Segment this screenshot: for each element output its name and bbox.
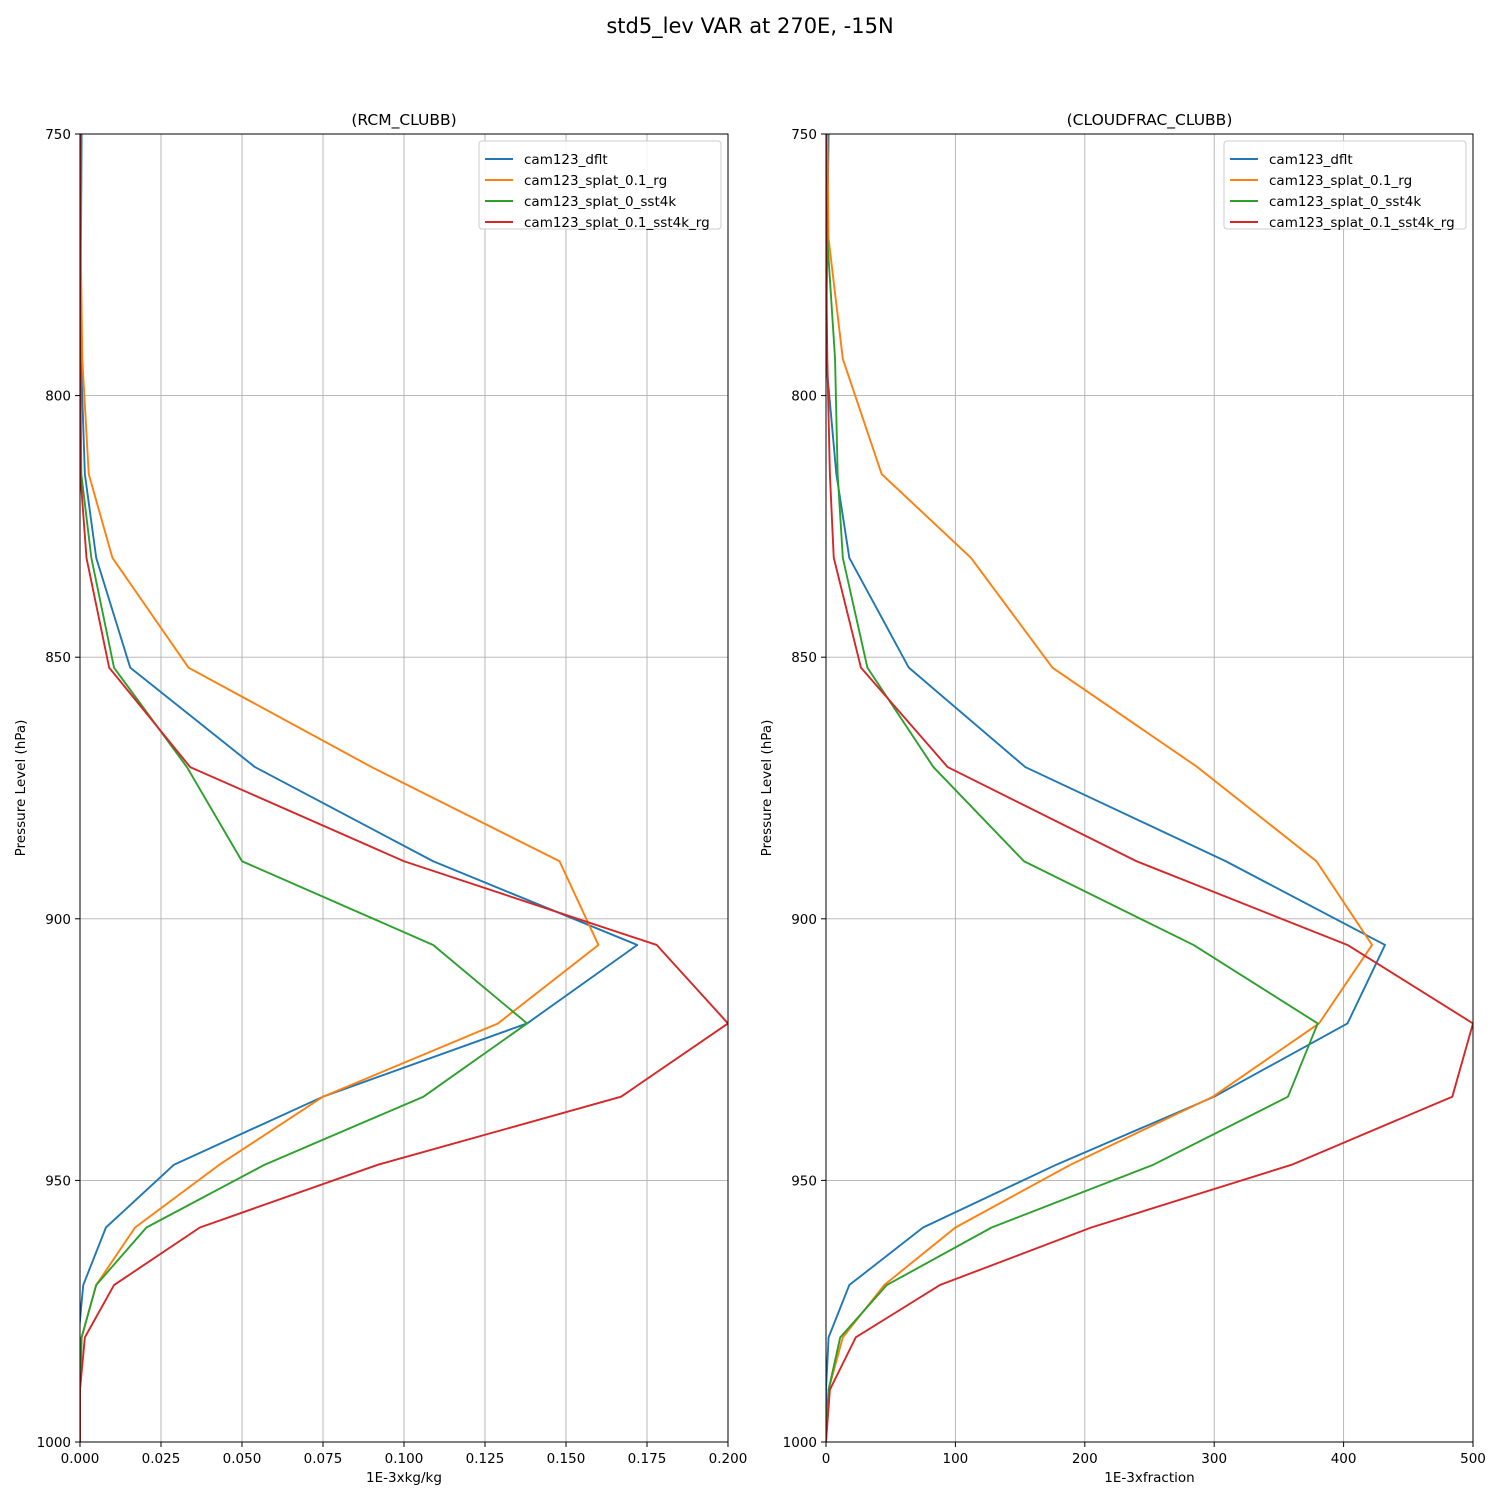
legend: cam123_dflt cam123_splat_0.1_rg cam123_spl… xyxy=(1223,140,1467,231)
y-tick-label: 750 xyxy=(45,127,71,143)
x-tick-label: 400 xyxy=(1331,1451,1357,1467)
series-line-cam123_splat_0.1_rg xyxy=(826,134,1374,1442)
legend-label-cam123_splat_0.1_sst4k_rg: cam123_splat_0.1_sst4k_rg xyxy=(1269,215,1455,231)
x-tick-label: 500 xyxy=(1460,1451,1486,1467)
series-line-cam123_splat_0.1_rg xyxy=(80,134,600,1442)
y-tick-label: 950 xyxy=(45,1173,71,1189)
x-axis-label: 1E-3xfraction xyxy=(1104,1470,1194,1486)
y-axis-label: Pressure Level (hPa) xyxy=(759,720,775,857)
legend-label-cam123_dflt: cam123_dflt xyxy=(1269,152,1353,168)
y-tick-label: 750 xyxy=(791,127,817,143)
x-tick-label: 0.200 xyxy=(709,1451,748,1467)
series-line-cam123_splat_0_sst4k xyxy=(80,134,529,1442)
legend-label-cam123_splat_0_sst4k: cam123_splat_0_sst4k xyxy=(1269,194,1421,210)
x-tick-label: 200 xyxy=(1072,1451,1098,1467)
x-tick-label: 100 xyxy=(943,1451,969,1467)
series-line-cam123_dflt xyxy=(80,134,639,1442)
legend-label-cam123_splat_0.1_rg: cam123_splat_0.1_rg xyxy=(524,173,667,189)
legend-label-cam123_splat_0.1_rg: cam123_splat_0.1_rg xyxy=(1269,173,1412,189)
chart-panel-2: 0 100 200 300 400 500 750 800 850 900 950 1000 (CLOU… xyxy=(759,111,1486,1486)
legend-label-cam123_dflt: cam123_dflt xyxy=(524,152,608,168)
chart-panel-1: 0.000 0.025 0.050 0.075 0.100 0.125 0.150 0.175… xyxy=(13,111,747,1486)
x-tick-label: 0.025 xyxy=(142,1451,181,1467)
y-axis-label: Pressure Level (hPa) xyxy=(13,720,29,857)
x-tick-label: 300 xyxy=(1201,1451,1227,1467)
x-tick-label: 0.000 xyxy=(61,1451,100,1467)
y-tick-label: 850 xyxy=(45,650,71,666)
x-tick-label: 0.125 xyxy=(466,1451,505,1467)
series-line-cam123_dflt xyxy=(826,134,1386,1442)
legend-box xyxy=(1223,140,1467,230)
legend-box xyxy=(478,140,722,230)
y-tick-label: 950 xyxy=(791,1173,817,1189)
series-line-cam123_splat_0.1_sst4k_rg xyxy=(826,134,1473,1442)
legend: cam123_dflt cam123_splat_0.1_rg cam123_spl… xyxy=(478,140,722,231)
series-line-cam123_splat_0_sst4k xyxy=(826,134,1319,1442)
panel-title: (CLOUDFRAC_CLUBB) xyxy=(1067,111,1233,130)
x-tick-label: 0.050 xyxy=(223,1451,262,1467)
y-tick-label: 850 xyxy=(791,650,817,666)
axes-frame xyxy=(825,133,1474,1443)
x-tick-label: 0.150 xyxy=(547,1451,586,1467)
y-tick-label: 900 xyxy=(791,912,817,928)
y-tick-label: 1000 xyxy=(37,1435,71,1451)
legend-label-cam123_splat_0.1_sst4k_rg: cam123_splat_0.1_sst4k_rg xyxy=(524,215,710,231)
x-tick-label: 0.075 xyxy=(304,1451,343,1467)
y-tick-label: 900 xyxy=(45,912,71,928)
y-tick-label: 1000 xyxy=(783,1435,817,1451)
y-tick-label: 800 xyxy=(45,389,71,405)
x-axis-label: 1E-3xkg/kg xyxy=(366,1470,442,1486)
x-tick-label: 0 xyxy=(822,1451,831,1467)
x-tick-label: 0.100 xyxy=(385,1451,424,1467)
x-tick-label: 0.175 xyxy=(628,1451,667,1467)
figure-title: std5_lev VAR at 270E, -15N xyxy=(606,14,894,38)
panel-title: (RCM_CLUBB) xyxy=(351,111,456,130)
y-tick-label: 800 xyxy=(791,389,817,405)
legend-label-cam123_splat_0_sst4k: cam123_splat_0_sst4k xyxy=(524,194,676,210)
